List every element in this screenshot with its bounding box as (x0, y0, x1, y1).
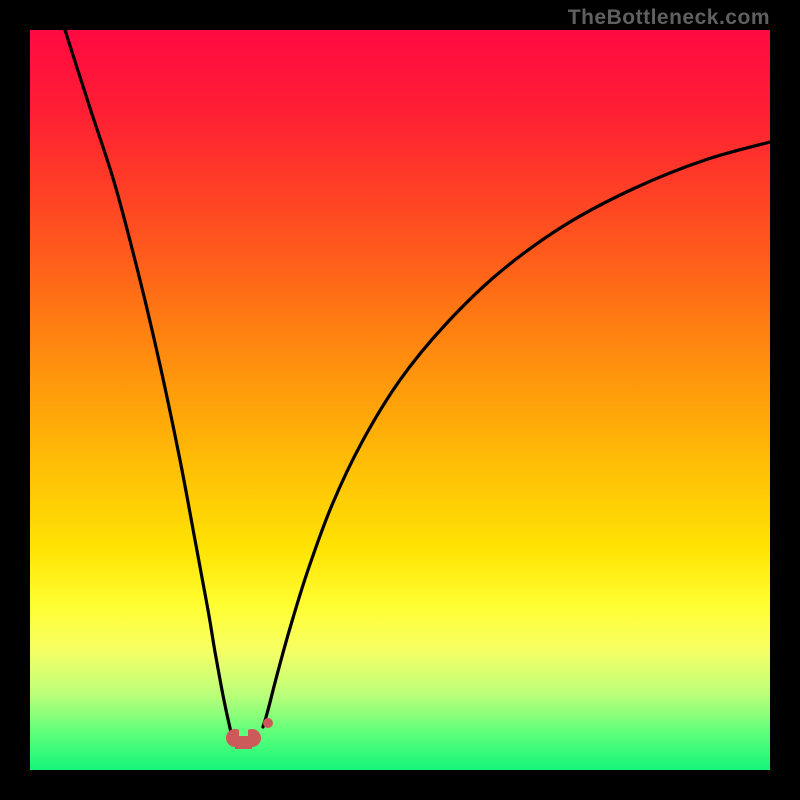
plot-area (30, 30, 770, 770)
curve-right (263, 142, 770, 727)
curves-layer (30, 30, 770, 770)
trough-marker (226, 728, 261, 749)
satellite-marker (263, 718, 273, 728)
watermark-text: TheBottleneck.com (568, 6, 770, 30)
curve-left (65, 30, 232, 735)
chart-container: TheBottleneck.com (0, 0, 800, 800)
